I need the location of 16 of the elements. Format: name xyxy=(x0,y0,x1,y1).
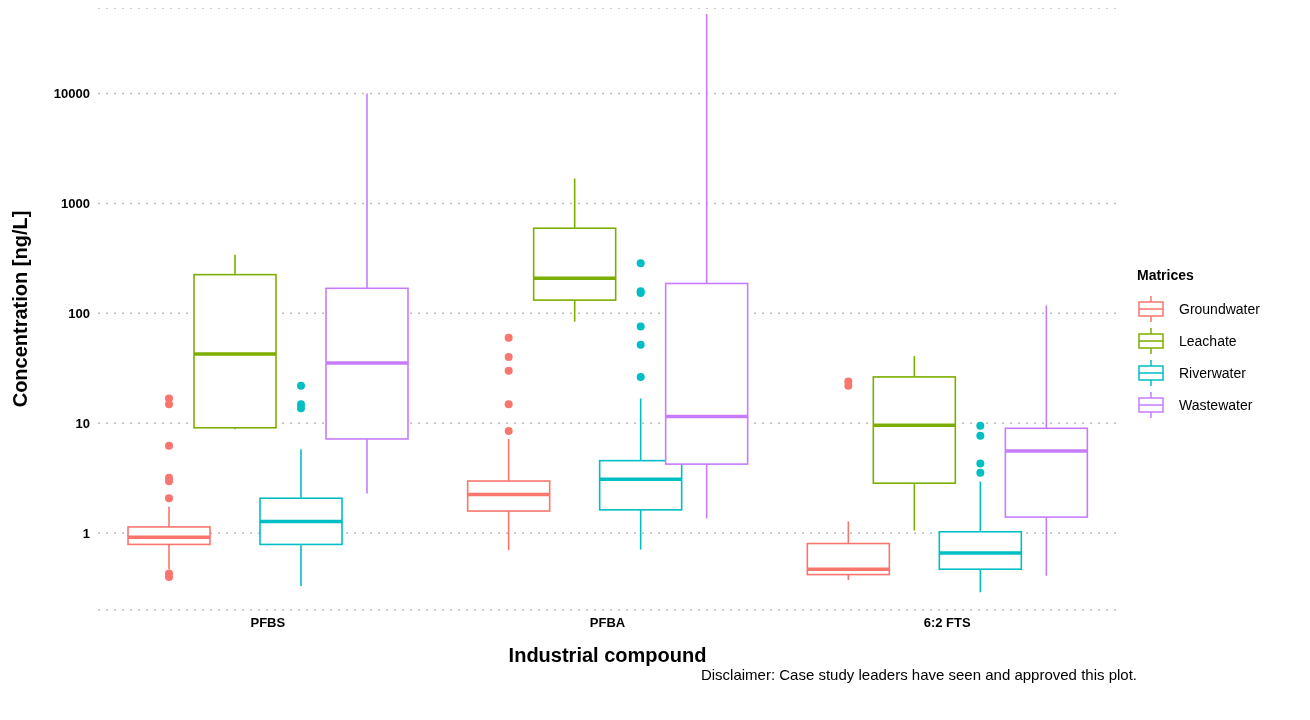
y-axis-title: Concentration [ng/L] xyxy=(9,210,32,408)
legend-label: Wastewater xyxy=(1179,397,1253,413)
x-tick-label: 6:2 FTS xyxy=(923,615,971,631)
y-tick-label: 1 xyxy=(82,525,90,541)
text: Disclaimer: Case study leaders have seen and approved this plot. xyxy=(699,666,1137,683)
y-tick-label: 10 xyxy=(75,415,90,431)
y-tick-label: 1000 xyxy=(61,196,90,212)
y-tick-label: 100 xyxy=(68,305,90,321)
legend-label: Leachate xyxy=(1179,333,1237,349)
x-tick-label: PFBS xyxy=(250,615,286,631)
x-axis-title: Industrial compound xyxy=(508,644,707,666)
legend-label: Groundwater xyxy=(1179,301,1260,317)
x-tick-label: PFBA xyxy=(589,615,626,631)
legend-label: Riverwater xyxy=(1179,365,1246,381)
y-tick-label: 10000 xyxy=(53,86,90,102)
legend-title: Matrices xyxy=(1137,267,1195,283)
